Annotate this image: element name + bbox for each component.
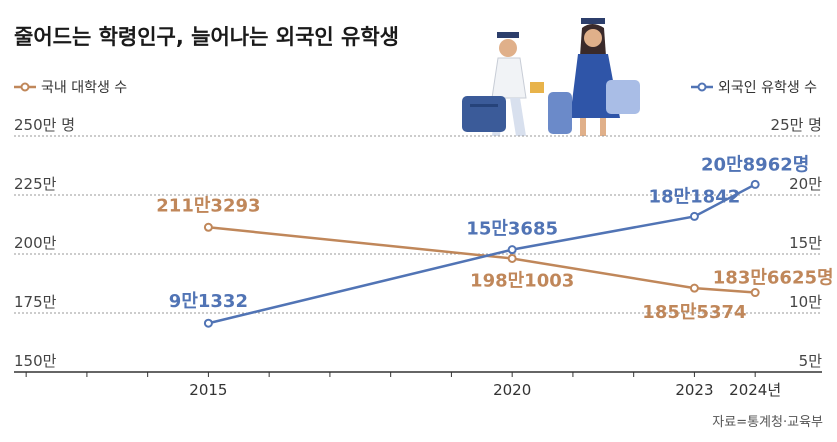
domestic-point [203,222,213,232]
y-right-tick-label: 15만 [789,234,822,252]
foreign-point [507,245,517,255]
axis-labels: 150만 5만 175만 10만 200만 15만 225만 20만 250만 명 25만 명 20… [14,116,822,399]
legend-domestic: 국내 대학생 수 [14,80,127,96]
x-tick-label: 2020 [493,381,531,399]
x-tick-label: 2023 [675,381,713,399]
student-left-figure [462,32,544,136]
grid-lines [14,135,822,377]
legend-domestic-marker [20,82,30,92]
series-layer: 211만3293 198만1003 185만5374 183만6625명 9만1332 1… [156,154,834,328]
y-left-tick-label: 250만 명 [14,116,75,134]
student-right-figure [548,18,640,136]
y-right-tick-label: 10만 [789,293,822,311]
y-right-tick-label: 25만 명 [771,116,822,134]
legend-foreign-label: 외국인 유학생 수 [718,80,817,96]
domestic-data-label: 211만3293 [156,195,260,216]
foreign-data-label: 20만8962명 [701,154,809,175]
legend-domestic-label: 국내 대학생 수 [41,80,127,96]
legend-foreign-marker [697,82,707,92]
foreign-data-label: 15만3685 [466,219,558,240]
domestic-point [689,283,699,293]
x-tick-label: 2015 [189,381,227,399]
y-left-tick-label: 150만 [14,352,57,370]
foreign-point [203,318,213,328]
legend-foreign: 외국인 유학생 수 [691,80,817,96]
domestic-data-label: 198만1003 [470,270,574,291]
foreign-data-label: 9만1332 [169,291,248,312]
x-tick-label: 2024년 [729,381,781,399]
domestic-data-label: 183만6625명 [713,268,834,289]
foreign-point [689,211,699,221]
chart-title: 줄어드는 학령인구, 늘어나는 외국인 유학생 [14,25,399,49]
foreign-point [750,179,760,189]
y-left-tick-label: 175만 [14,293,57,311]
domestic-students-line [208,226,756,294]
domestic-point [507,253,517,263]
y-right-tick-label: 5만 [799,352,823,370]
students-illustration [462,18,640,136]
foreign-students-line [208,183,756,325]
domestic-data-label: 185만5374 [642,302,746,323]
foreign-data-label: 18만1842 [649,186,741,207]
y-right-tick-label: 20만 [789,175,822,193]
y-left-tick-label: 200만 [14,234,57,252]
y-left-tick-label: 225만 [14,175,57,193]
domestic-point [750,288,760,298]
source-note: 자료=통계청·교육부 [712,415,823,430]
